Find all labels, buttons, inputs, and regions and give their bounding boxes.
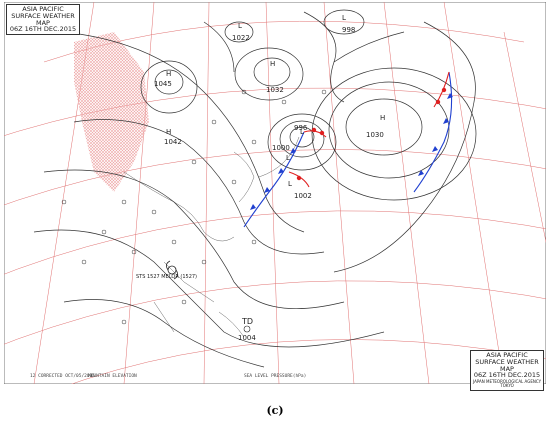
system-label: L xyxy=(238,22,242,30)
cold-front-east xyxy=(413,71,453,193)
footer-note-elevation: MOUNTAIN ELEVATION xyxy=(88,374,137,379)
pressure-systems: H 1032 H 1030 H 1042 H 1045 L 1000 L 996… xyxy=(154,14,385,342)
typhoon-symbol xyxy=(166,260,178,280)
system-value: 1032 xyxy=(266,86,284,94)
system-label: H xyxy=(166,70,171,78)
warm-front-bumps xyxy=(296,87,447,181)
system-value: 1030 xyxy=(366,131,384,139)
system-label: L xyxy=(342,14,346,22)
typhoon-label: STS 1527 MELOR (1527) xyxy=(136,274,197,280)
isobars xyxy=(33,9,477,368)
footer-note-pressure: SEA LEVEL PRESSURE(hPa) xyxy=(244,374,307,379)
cold-front xyxy=(243,131,305,228)
system-label: L xyxy=(286,154,290,162)
system-value: 996 xyxy=(294,124,308,132)
title-line: 06Z 16TH DEC.2015 xyxy=(9,25,77,34)
system-value: 1045 xyxy=(154,80,172,88)
title-line: SURFACE WEATHER MAP xyxy=(11,11,75,27)
map-title-top-left: ASIA PACIFIC SURFACE WEATHER MAP 06Z 16T… xyxy=(6,4,80,36)
fronts xyxy=(243,71,453,228)
figure-caption: (c) xyxy=(266,404,284,417)
system-label: H xyxy=(166,128,171,136)
footer-note-corrected: 12 CORRECTED OCT/05/2005 xyxy=(30,374,96,379)
system-value: 1004 xyxy=(238,334,256,342)
title-line: SURFACE WEATHER MAP xyxy=(475,357,539,373)
system-label: TD xyxy=(241,317,253,326)
mountain-elevation-area xyxy=(74,32,149,192)
title-line: ASIA PACIFIC xyxy=(486,351,528,359)
system-label: H xyxy=(270,60,275,68)
weather-map-svg: H 1032 H 1030 H 1042 H 1045 L 1000 L 996… xyxy=(4,2,546,384)
system-label: H xyxy=(380,114,385,122)
title-line: ASIA PACIFIC xyxy=(22,5,64,13)
system-value: 1002 xyxy=(294,192,312,200)
system-value: 1042 xyxy=(164,138,182,146)
station-plots xyxy=(61,89,327,325)
system-label: L xyxy=(288,180,292,188)
system-value: 1022 xyxy=(232,34,250,42)
system-label: L xyxy=(300,128,304,136)
agency-label: JAPAN METEOROLOGICAL AGENCY TOKYO xyxy=(472,379,542,389)
system-value: 998 xyxy=(342,26,355,34)
warm-front-south xyxy=(288,171,310,188)
system-value: 1000 xyxy=(272,144,290,152)
td-symbol xyxy=(243,325,251,333)
title-line: 06Z 16TH DEC.2015 xyxy=(473,371,541,380)
latlon-grid xyxy=(4,2,546,384)
map-title-bottom-right: ASIA PACIFIC SURFACE WEATHER MAP 06Z 16T… xyxy=(470,350,544,391)
cold-front-barbs xyxy=(250,93,453,210)
